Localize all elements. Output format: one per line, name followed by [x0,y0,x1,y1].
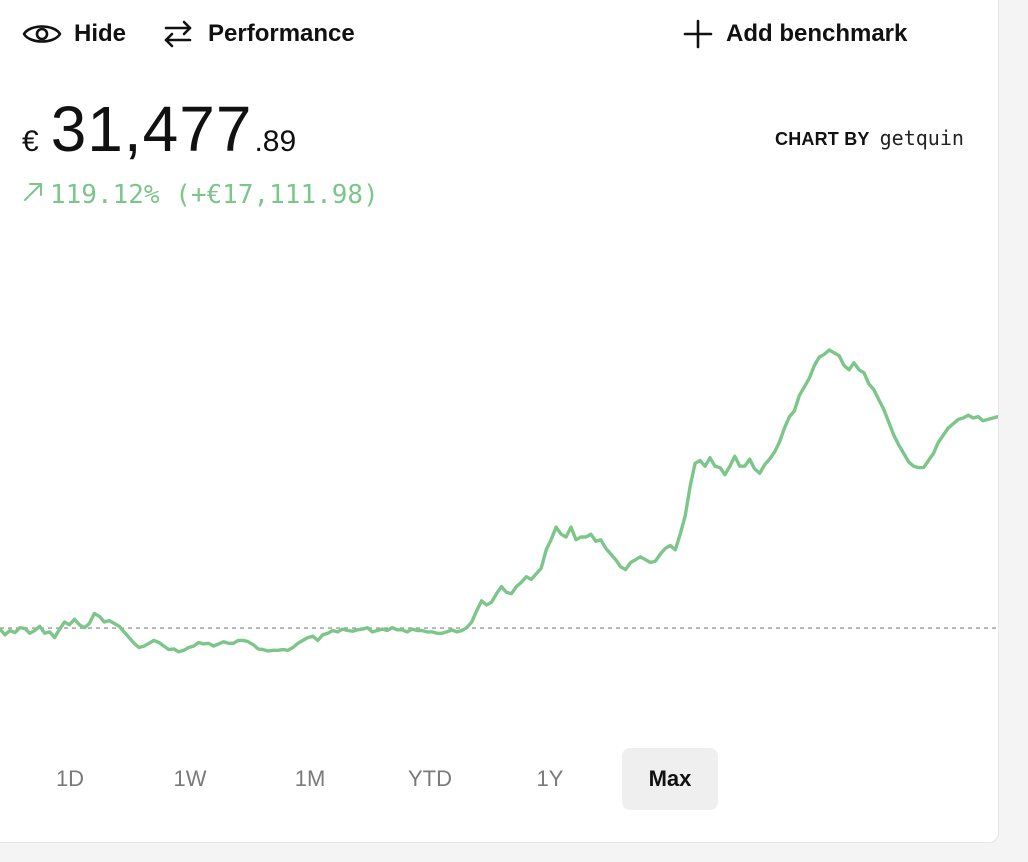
eye-icon [22,21,62,47]
value-integer: 31,477 [50,93,253,165]
currency-symbol: € [22,125,39,158]
change-text: 119.12% (+€17,111.98) [50,180,379,210]
range-button-1m[interactable]: 1M [294,766,326,791]
range-selector: 1D 1W 1M YTD 1Y Max [0,748,998,810]
value-decimals: .89 [254,125,297,158]
performance-button[interactable]: Performance [160,14,355,54]
range-button-1y[interactable]: 1Y [536,766,564,791]
brand-logo: getquin [879,126,964,150]
arrow-up-right-icon [22,180,44,210]
swap-arrows-icon [160,18,196,50]
portfolio-value: € 31,477 .89 [22,92,296,166]
performance-change: 119.12% (+€17,111.98) [22,180,379,210]
chart-by-label: CHART BY [775,129,870,149]
series-line [0,348,998,654]
range-button-1w[interactable]: 1W [173,766,207,791]
add-benchmark-button[interactable]: Add benchmark [682,14,907,54]
hide-label: Hide [74,20,127,47]
range-button-ytd[interactable]: YTD [408,766,452,791]
chart-attribution: CHART BY getquin [775,126,964,150]
performance-label: Performance [208,20,355,47]
range-button-max[interactable]: Max [622,748,718,810]
range-button-1d[interactable]: 1D [55,766,85,791]
plus-icon [682,18,714,50]
portfolio-card: Hide Performance Add benchmark € 31,477 … [0,0,999,843]
add-benchmark-label: Add benchmark [726,20,908,47]
hide-button[interactable]: Hide [22,14,126,54]
performance-chart[interactable] [0,220,998,740]
